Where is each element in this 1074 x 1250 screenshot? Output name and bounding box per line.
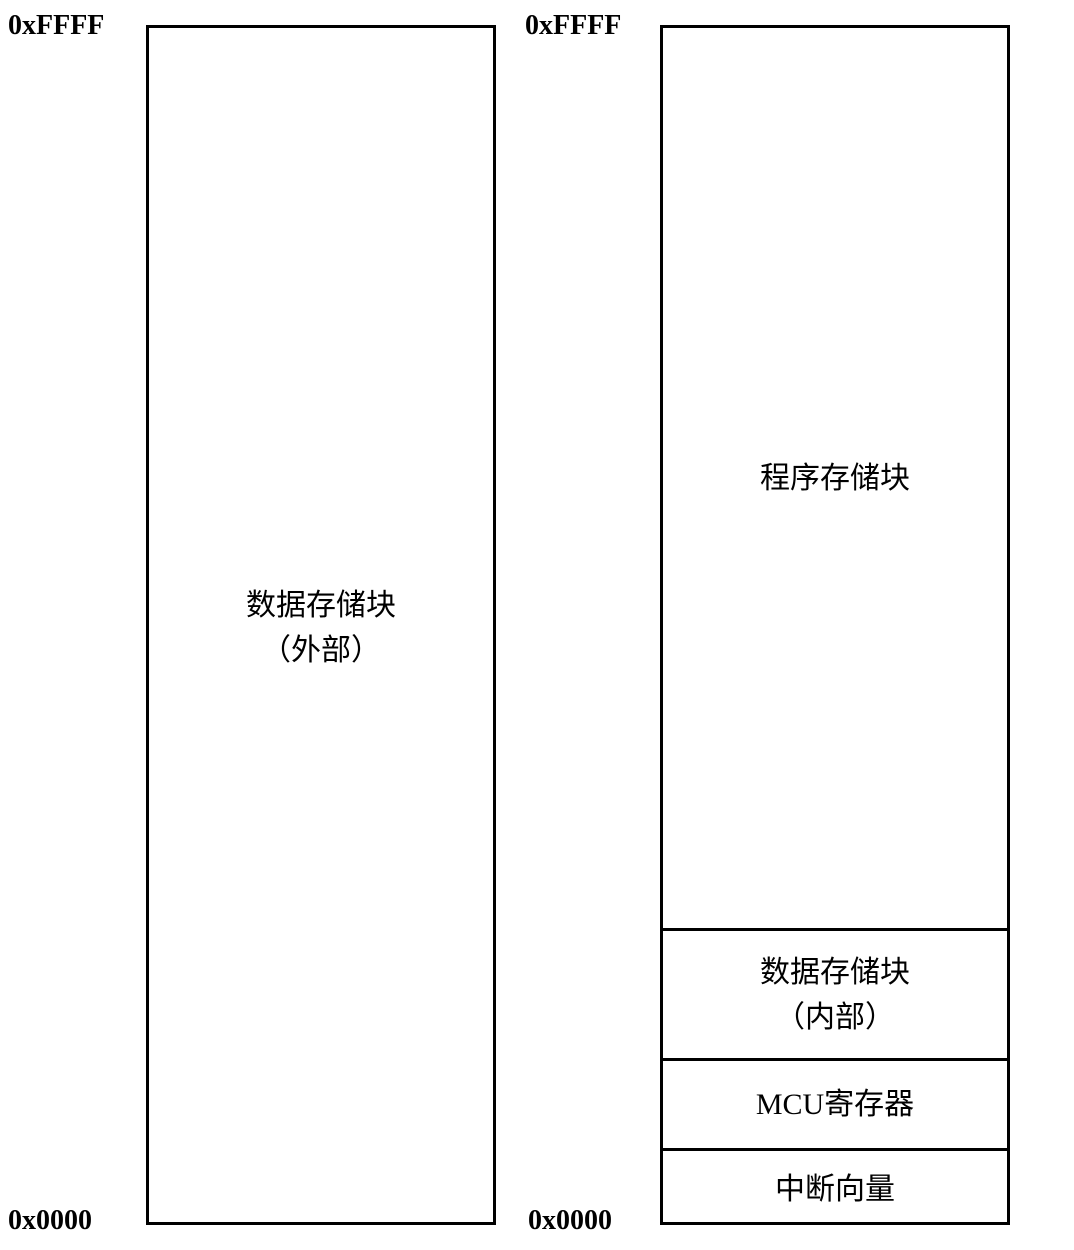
right-segment-mcu-registers: MCU寄存器 [663, 1058, 1007, 1148]
segment-label: 数据存储块 [760, 950, 910, 995]
left-segment-data-external: 数据存储块 （外部） [149, 28, 493, 1228]
segment-label: 程序存储块 [760, 456, 910, 501]
right-bottom-address: 0x0000 [528, 1205, 612, 1237]
segment-label: 中断向量 [775, 1167, 895, 1212]
left-top-address: 0xFFFF [8, 10, 104, 42]
left-bottom-address: 0x0000 [8, 1205, 92, 1237]
right-segment-interrupt-vector: 中断向量 [663, 1148, 1007, 1228]
right-top-address: 0xFFFF [525, 10, 621, 42]
right-segment-program: 程序存储块 [663, 28, 1007, 928]
segment-label: （外部） [261, 628, 381, 673]
segment-label: MCU寄存器 [756, 1082, 914, 1127]
right-memory-column: 程序存储块 数据存储块 （内部） MCU寄存器 中断向量 [660, 25, 1010, 1225]
left-memory-column: 数据存储块 （外部） [146, 25, 496, 1225]
segment-label: （内部） [775, 995, 895, 1040]
segment-label: 数据存储块 [246, 583, 396, 628]
memory-map-diagram: 0xFFFF 0x0000 0xFFFF 0x0000 数据存储块 （外部） 程… [0, 10, 1074, 1240]
right-segment-data-internal: 数据存储块 （内部） [663, 928, 1007, 1058]
